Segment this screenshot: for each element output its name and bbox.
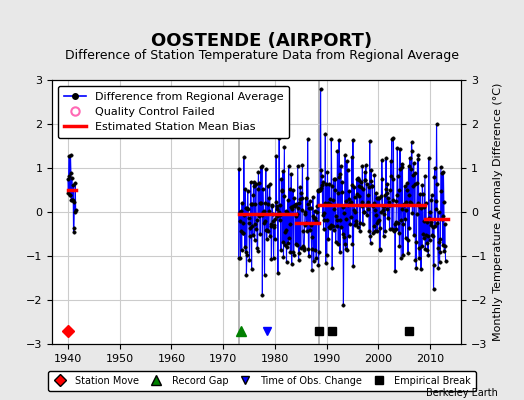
- Legend: Difference from Regional Average, Quality Control Failed, Estimated Station Mean: Difference from Regional Average, Qualit…: [58, 86, 289, 138]
- Text: Difference of Station Temperature Data from Regional Average: Difference of Station Temperature Data f…: [65, 49, 459, 62]
- Y-axis label: Monthly Temperature Anomaly Difference (°C): Monthly Temperature Anomaly Difference (…: [493, 83, 503, 341]
- Text: OOSTENDE (AIRPORT): OOSTENDE (AIRPORT): [151, 32, 373, 50]
- Text: Berkeley Earth: Berkeley Earth: [426, 388, 498, 398]
- Legend: Station Move, Record Gap, Time of Obs. Change, Empirical Break: Station Move, Record Gap, Time of Obs. C…: [48, 371, 476, 391]
